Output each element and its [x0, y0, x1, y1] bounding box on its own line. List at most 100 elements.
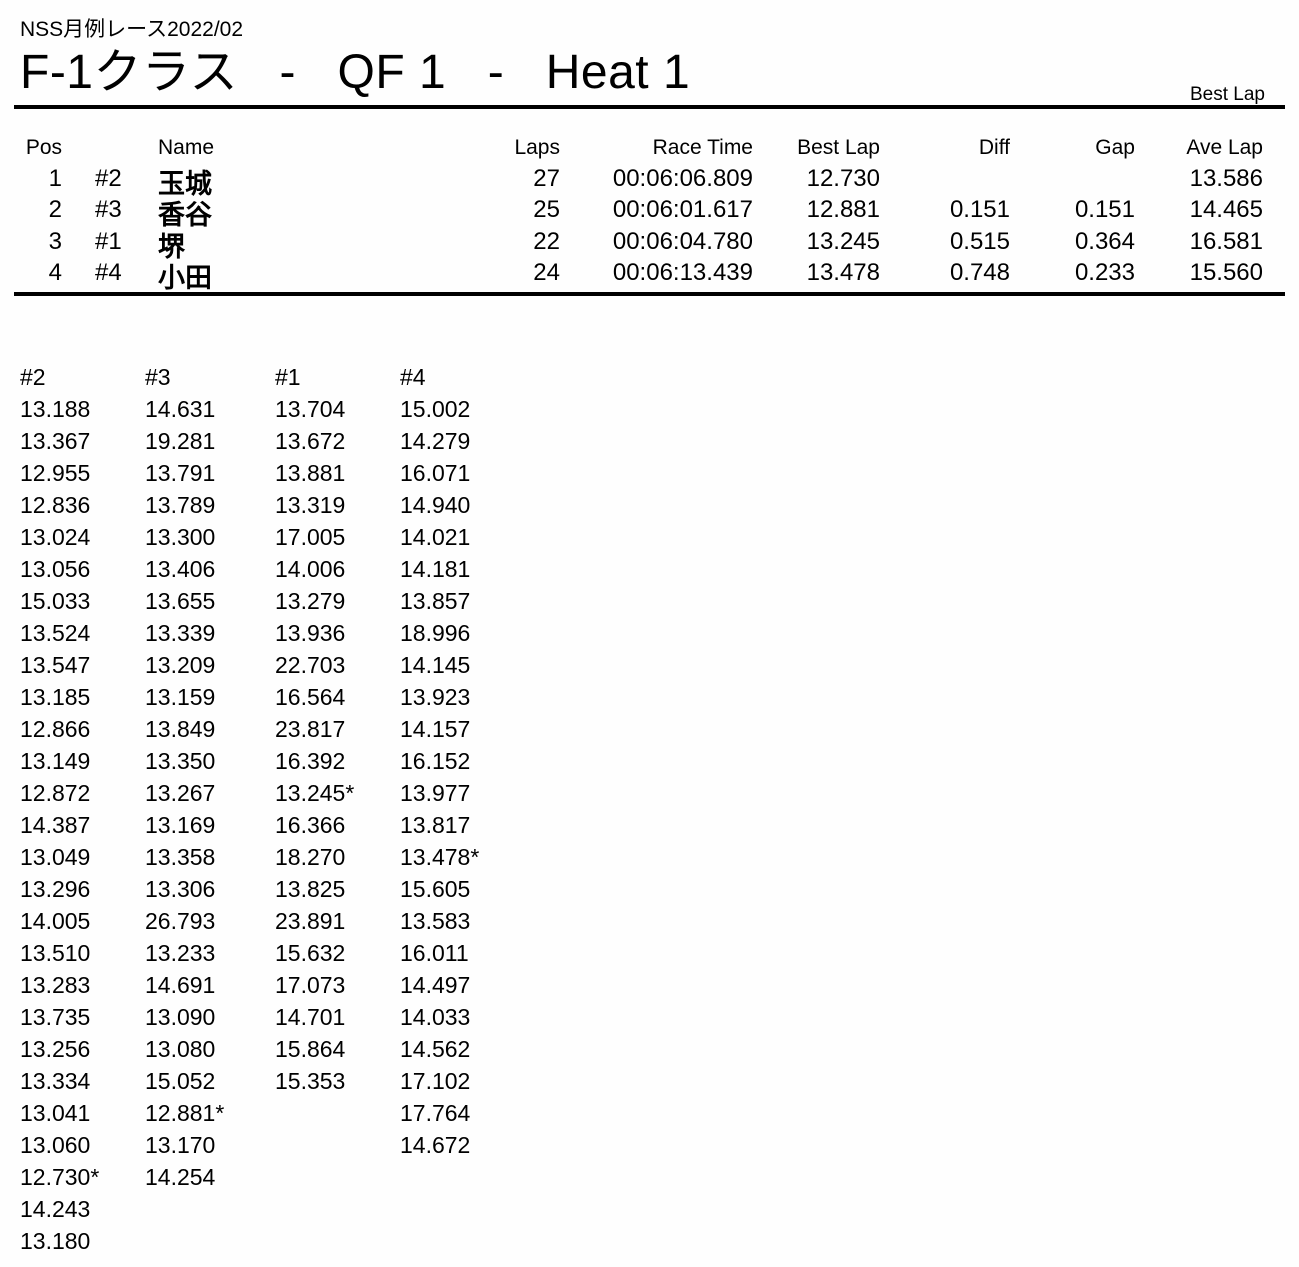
lap-time-cell: 23.817 — [275, 716, 346, 742]
header-race-time: Race Time — [652, 136, 753, 159]
gap-cell: 0.151 — [1074, 196, 1135, 223]
lap-time-cell: 13.977 — [400, 780, 471, 806]
lap-time-cell: 23.891 — [275, 908, 346, 934]
lap-time-cell: 12.872 — [20, 780, 91, 806]
lap-time-cell: 15.864 — [275, 1036, 346, 1062]
lap-time-cell: 13.789 — [145, 492, 216, 518]
best-lap-cell: 13.478 — [806, 259, 880, 286]
lap-time-cell: 14.940 — [400, 492, 471, 518]
lap-time-cell: 13.825 — [275, 876, 346, 902]
lap-time-cell: 13.319 — [275, 492, 346, 518]
header-best-lap: Best Lap — [797, 136, 880, 159]
car-number-cell: #1 — [95, 228, 122, 255]
lap-time-cell: 16.011 — [400, 940, 469, 966]
lap-time-cell: 12.955 — [20, 460, 91, 486]
lap-time-cell: 13.849 — [145, 716, 216, 742]
lap-time-cell: 16.366 — [275, 812, 346, 838]
lap-time-cell: 15.605 — [400, 876, 471, 902]
ave-lap-cell: 16.581 — [1189, 228, 1263, 255]
laps-cell: 24 — [533, 259, 560, 286]
lap-time-cell: 14.701 — [275, 1004, 346, 1030]
lap-column: #2 13.188 13.367 12.955 12.836 13.024 13.056 15… — [20, 361, 145, 1257]
diff-cell: 0.748 — [949, 259, 1010, 286]
lap-time-cell: 13.209 — [145, 652, 216, 678]
pos-cell: 1 — [48, 165, 62, 192]
lap-time-cell: 17.073 — [275, 972, 346, 998]
lap-time-cell: 14.033 — [400, 1004, 471, 1030]
lap-time-cell: 18.270 — [275, 844, 346, 870]
lap-time-cell: 13.672 — [275, 428, 346, 454]
header-gap: Gap — [1095, 136, 1135, 159]
lap-time-cell: 13.704 — [275, 396, 346, 422]
lap-time-cell: 12.866 — [20, 716, 91, 742]
pos-cell: 4 — [48, 259, 62, 286]
lap-time-cell: 26.793 — [145, 908, 216, 934]
lap-time-cell: 14.562 — [400, 1036, 471, 1062]
lap-time-cell: 13.180 — [20, 1228, 91, 1254]
driver-name-cell: 小田 — [158, 263, 212, 293]
lap-time-cell: 16.564 — [275, 684, 346, 710]
lap-time-cell: 22.703 — [275, 652, 346, 678]
ave-lap-cell: 13.586 — [1189, 165, 1263, 192]
lap-time-cell: 13.367 — [20, 428, 91, 454]
lap-time-cell: 15.353 — [275, 1068, 346, 1094]
lap-time-cell: 14.254 — [145, 1164, 216, 1190]
laps-cell: 25 — [533, 196, 560, 223]
race-time-cell: 00:06:01.617 — [612, 196, 753, 223]
lap-column-header: #4 — [400, 364, 426, 390]
lap-time-cell: 13.735 — [20, 1004, 91, 1030]
gap-cell: 0.233 — [1074, 259, 1135, 286]
lap-time-cell: 13.339 — [145, 620, 216, 646]
driver-name-cell: 香谷 — [158, 200, 212, 230]
lap-time-cell: 13.049 — [20, 844, 91, 870]
lap-time-cell: 13.024 — [20, 524, 91, 550]
lap-time-cell: 13.510 — [20, 940, 91, 966]
lap-time-cell: 13.188 — [20, 396, 91, 422]
lap-time-cell: 17.102 — [400, 1068, 471, 1094]
lap-time-cell: 13.090 — [145, 1004, 216, 1030]
lap-time-cell: 19.281 — [145, 428, 216, 454]
lap-time-cell: 13.478* — [400, 844, 480, 870]
lap-time-cell: 13.358 — [145, 844, 216, 870]
lap-time-cell: 13.283 — [20, 972, 91, 998]
lap-time-cell: 14.672 — [400, 1132, 471, 1158]
event-title: NSS月例レース2022/02 — [20, 18, 244, 41]
best-lap-cell: 13.245 — [806, 228, 880, 255]
race-time-cell: 00:06:13.439 — [612, 259, 753, 286]
laps-cell: 27 — [533, 165, 560, 192]
lap-column-header: #1 — [275, 364, 301, 390]
lap-time-cell: 13.583 — [400, 908, 471, 934]
lap-time-cell: 13.170 — [145, 1132, 216, 1158]
driver-name-cell: 玉城 — [158, 169, 212, 199]
car-number-cell: #2 — [95, 165, 122, 192]
lap-time-cell: 14.005 — [20, 908, 91, 934]
lap-time-cell: 14.243 — [20, 1196, 91, 1222]
lap-time-cell: 12.836 — [20, 492, 91, 518]
lap-time-cell: 13.169 — [145, 812, 216, 838]
lap-time-cell: 14.145 — [400, 652, 471, 678]
lap-time-cell: 13.080 — [145, 1036, 216, 1062]
header-laps: Laps — [514, 136, 560, 159]
lap-column: #3 14.631 19.281 13.791 13.789 13.300 13.406 13… — [145, 361, 270, 1193]
lap-column: #1 13.704 13.672 13.881 13.319 17.005 14.006 13… — [275, 361, 400, 1097]
lap-column-header: #3 — [145, 364, 171, 390]
lap-time-cell: 13.406 — [145, 556, 216, 582]
lap-column: #4 15.002 14.279 16.071 14.940 14.021 14.181 13… — [400, 361, 525, 1161]
lap-time-cell: 13.350 — [145, 748, 216, 774]
lap-time-cell: 13.923 — [400, 684, 471, 710]
best-lap-cell: 12.730 — [806, 165, 880, 192]
lap-time-cell: 14.181 — [400, 556, 471, 582]
pos-cell: 3 — [48, 228, 62, 255]
lap-time-cell: 12.881* — [145, 1100, 225, 1126]
lap-time-cell: 17.764 — [400, 1100, 471, 1126]
best-lap-cell: 12.881 — [806, 196, 880, 223]
lap-time-cell: 14.691 — [145, 972, 216, 998]
lap-time-cell: 13.300 — [145, 524, 216, 550]
lap-time-cell: 16.071 — [400, 460, 471, 486]
lap-time-cell: 13.817 — [400, 812, 471, 838]
driver-name-cell: 堺 — [158, 232, 185, 262]
diff-cell: 0.151 — [949, 196, 1010, 223]
lap-column-header: #2 — [20, 364, 46, 390]
lap-time-cell: 15.033 — [20, 588, 91, 614]
